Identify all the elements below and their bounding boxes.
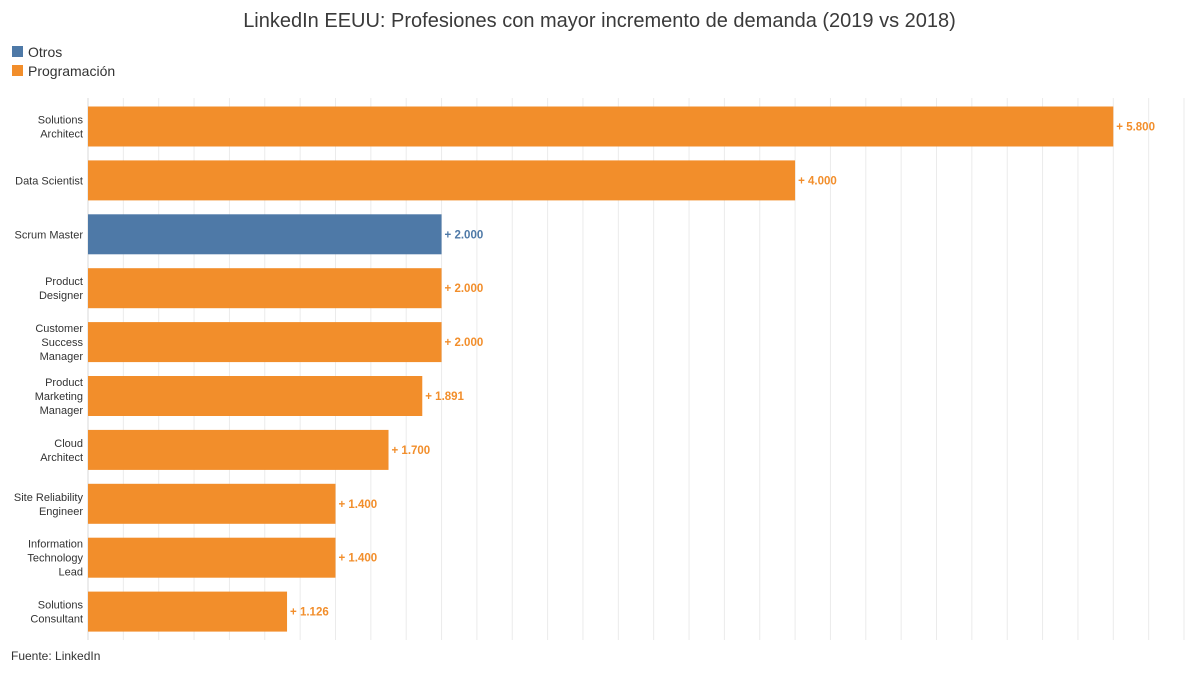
data-label: + 1.891	[425, 391, 464, 403]
bar[interactable]	[88, 268, 442, 309]
category-label-line: Solutions	[38, 600, 84, 612]
category-label-line: Engineer	[39, 506, 83, 518]
bar[interactable]	[88, 537, 336, 578]
category-label-line: Lead	[59, 567, 83, 579]
category-label: Product Marketing Manager	[35, 377, 84, 417]
category-label-line: Technology	[27, 553, 83, 565]
legend: Otros Programación	[12, 42, 115, 80]
category-label: Data Scientist	[15, 175, 83, 187]
category-label-line: Information	[28, 539, 83, 551]
category-label-line: Success	[41, 337, 83, 349]
data-label: + 1.126	[290, 607, 329, 619]
category-label: Cloud Architect	[40, 438, 83, 464]
category-label-line: Marketing	[35, 391, 83, 403]
category-label: Information Technology Lead	[27, 539, 83, 579]
legend-item-otros[interactable]: Otros	[12, 42, 115, 61]
bar[interactable]	[88, 483, 336, 524]
bar[interactable]	[88, 214, 442, 255]
bars	[88, 106, 1114, 632]
chart-title: LinkedIn EEUU: Profesiones con mayor inc…	[243, 10, 956, 32]
data-label: + 2.000	[445, 283, 484, 295]
legend-swatch-otros	[12, 46, 23, 57]
bar[interactable]	[88, 376, 423, 416]
category-label: Solutions Consultant	[30, 600, 83, 626]
data-label: + 2.000	[445, 337, 484, 349]
data-label: + 5.800	[1116, 122, 1155, 134]
data-label: + 1.400	[338, 499, 377, 511]
category-label-line: Data Scientist	[15, 175, 83, 187]
category-label: Customer Success Manager	[35, 323, 83, 363]
category-labels: Solutions Architect Data Scientist Scrum Ma…	[14, 115, 84, 626]
category-label: Site Reliability Engineer	[14, 492, 84, 518]
category-label: Scrum Master	[15, 229, 84, 241]
category-label-line: Customer	[35, 323, 83, 335]
legend-item-programacion[interactable]: Programación	[12, 61, 115, 80]
data-label: + 4.000	[798, 175, 837, 187]
legend-swatch-programacion	[12, 65, 23, 76]
bar[interactable]	[88, 429, 389, 470]
category-label-line: Product	[45, 276, 83, 288]
data-label: + 1.700	[392, 445, 431, 457]
category-label: Product Designer	[39, 276, 83, 302]
category-label-line: Designer	[39, 290, 83, 302]
bar[interactable]	[88, 322, 442, 363]
category-label-line: Architect	[40, 129, 83, 141]
category-label-line: Architect	[40, 452, 83, 464]
category-label-line: Solutions	[38, 115, 84, 127]
value-labels: + 5.800 + 4.000 + 2.000 + 2.000 + 2.000 + 1.8…	[290, 122, 1155, 619]
legend-label-otros: Otros	[28, 43, 63, 60]
data-label: + 1.400	[338, 553, 377, 565]
bar[interactable]	[88, 591, 288, 632]
category-label: Solutions Architect	[38, 115, 84, 141]
bar[interactable]	[88, 160, 796, 201]
category-label-line: Scrum Master	[15, 229, 84, 241]
bar[interactable]	[88, 106, 1114, 147]
category-label-line: Manager	[40, 405, 84, 417]
category-label-line: Cloud	[54, 438, 83, 450]
category-label-line: Site Reliability	[14, 492, 84, 504]
category-label-line: Product	[45, 377, 83, 389]
data-label: + 2.000	[445, 229, 484, 241]
legend-label-programacion: Programación	[28, 62, 116, 79]
category-label-line: Consultant	[30, 614, 83, 626]
category-label-line: Manager	[40, 351, 84, 363]
source-note: Fuente: LinkedIn	[11, 649, 101, 663]
